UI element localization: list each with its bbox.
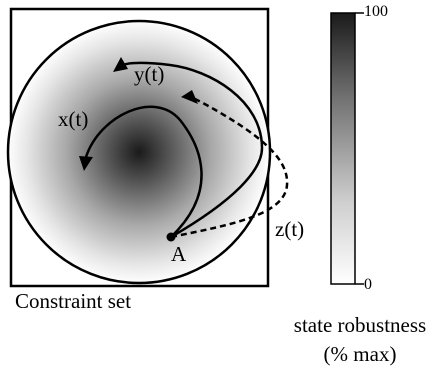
- constraint-set-label: Constraint set: [15, 289, 131, 313]
- trajectory-y-arrowhead: [113, 57, 128, 72]
- label-x: x(t): [58, 107, 88, 131]
- trajectory-x-arrowhead: [79, 156, 93, 171]
- colorbar-title-line1: state robustness: [294, 313, 426, 337]
- trajectory-y-curve: [119, 61, 264, 239]
- robustness-region: [6, 19, 272, 285]
- trajectory-x-curve: [84, 105, 203, 238]
- trajectory-z-curve: [170, 97, 289, 239]
- label-a: A: [171, 242, 187, 266]
- colorbar-min-label: 0: [364, 276, 372, 293]
- colorbar-max-label: 100: [364, 3, 388, 20]
- colorbar-title-line2: (% max): [324, 342, 397, 366]
- label-y: y(t): [134, 62, 164, 86]
- trajectory-z-arrowhead: [181, 90, 198, 104]
- colorbar: [330, 12, 356, 285]
- start-point-a: [166, 232, 176, 242]
- label-z: z(t): [275, 217, 304, 241]
